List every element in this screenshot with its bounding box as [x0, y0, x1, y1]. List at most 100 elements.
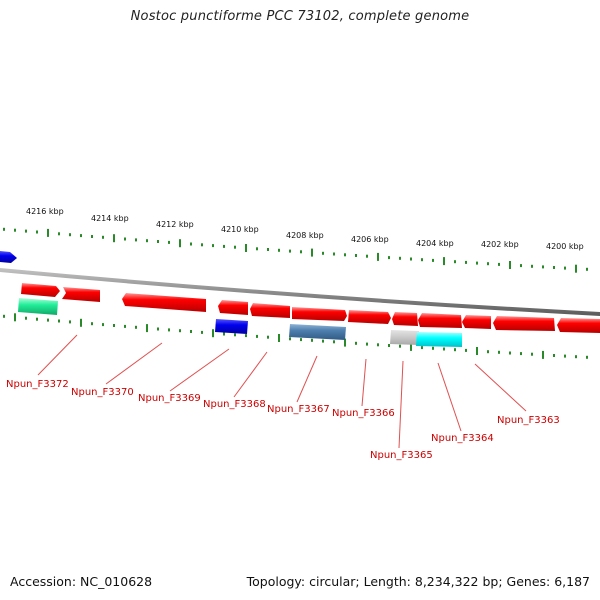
leader-lines	[37, 334, 527, 449]
gene-arrow	[122, 293, 206, 312]
major-tick	[212, 329, 214, 338]
minor-tick	[223, 244, 225, 248]
minor-tick	[487, 350, 489, 354]
gene-arrow	[418, 313, 462, 328]
major-tick	[311, 248, 313, 257]
major-tick	[410, 342, 412, 351]
minor-tick	[454, 348, 456, 352]
minor-tick	[267, 248, 269, 251]
minor-tick	[377, 343, 379, 347]
kbp-label-4200: 4200 kbp	[546, 242, 584, 251]
kbp-label-4216: 4216 kbp	[26, 207, 64, 216]
gene-arrows	[21, 283, 600, 333]
minor-tick	[531, 352, 533, 356]
blue-feature-box	[215, 319, 248, 334]
major-tick	[443, 257, 445, 266]
major-tick	[509, 261, 511, 269]
minor-tick	[58, 232, 60, 236]
minor-tick	[432, 346, 434, 350]
feature-boxes	[18, 298, 462, 347]
minor-tick	[234, 333, 236, 337]
minor-tick	[135, 238, 137, 242]
major-tick	[344, 338, 346, 347]
kbp-label-4206: 4206 kbp	[351, 235, 389, 244]
blue-feature-arrow	[0, 251, 17, 263]
minor-tick	[388, 344, 390, 347]
minor-tick	[25, 316, 27, 320]
gene-label-npun-f3365: Npun_F3365	[370, 450, 433, 461]
major-tick	[542, 350, 544, 359]
leader-line	[361, 358, 367, 407]
minor-tick	[432, 258, 434, 262]
gene-arrow	[62, 287, 100, 302]
gene-arrow	[21, 283, 60, 297]
steel-blue-feature-box	[289, 324, 346, 340]
minor-tick	[289, 337, 291, 341]
leader-line	[437, 362, 462, 432]
gene-labels: Npun_F3372 Npun_F3370 Npun_F3369 Npun_F3…	[6, 379, 560, 461]
gene-arrow	[462, 315, 491, 329]
gene-arrow	[292, 307, 347, 321]
minor-tick	[278, 248, 280, 252]
minor-tick	[36, 317, 38, 321]
minor-tick	[586, 355, 588, 359]
minor-tick	[25, 229, 27, 233]
minor-tick	[69, 233, 71, 237]
gene-arrow	[250, 303, 290, 318]
minor-tick	[421, 346, 423, 350]
leader-line	[37, 334, 78, 376]
gene-label-npun-f3370: Npun_F3370	[71, 387, 134, 398]
minor-tick	[201, 243, 203, 247]
genome-backbone	[0, 268, 600, 316]
minor-tick	[256, 247, 258, 251]
minor-tick	[289, 249, 291, 253]
teal-feature-box	[18, 298, 58, 315]
topology-label: Topology: circular; Length: 8,234,322 bp…	[246, 574, 590, 589]
minor-tick	[201, 330, 203, 334]
gene-arrow	[557, 318, 600, 333]
leader-line	[296, 355, 318, 403]
minor-tick	[58, 319, 60, 323]
minor-tick	[564, 266, 566, 270]
minor-tick	[564, 354, 566, 358]
page-title: Nostoc punctiforme PCC 73102, complete g…	[130, 9, 470, 24]
minor-tick	[333, 340, 335, 344]
gene-label-npun-f3364: Npun_F3364	[431, 433, 494, 444]
minor-tick	[146, 239, 148, 243]
minor-tick	[531, 264, 533, 268]
minor-tick	[267, 335, 269, 339]
gene-label-npun-f3372: Npun_F3372	[6, 379, 69, 390]
kbp-label-4204: 4204 kbp	[416, 239, 454, 248]
minor-tick	[575, 355, 577, 359]
major-tick	[179, 239, 181, 248]
minor-tick	[91, 322, 93, 326]
outer-scale-track	[3, 227, 588, 273]
grey-feature-box	[390, 330, 419, 345]
minor-tick	[421, 258, 423, 262]
minor-tick	[344, 253, 346, 257]
minor-tick	[311, 338, 313, 342]
inner-scale-track	[3, 313, 588, 359]
minor-tick	[553, 266, 555, 269]
minor-tick	[157, 240, 159, 243]
minor-tick	[212, 244, 214, 248]
gene-label-npun-f3363: Npun_F3363	[497, 415, 560, 426]
minor-tick	[322, 339, 324, 343]
minor-tick	[102, 235, 104, 239]
minor-tick	[69, 320, 71, 324]
minor-tick	[157, 327, 159, 331]
minor-tick	[3, 227, 5, 231]
minor-tick	[355, 254, 357, 257]
major-tick	[47, 228, 49, 237]
kbp-labels: 4216 kbp 4214 kbp 4212 kbp 4210 kbp 4208…	[26, 207, 584, 251]
minor-tick	[388, 256, 390, 260]
minor-tick	[498, 262, 500, 266]
minor-tick	[190, 242, 192, 246]
gene-label-npun-f3366: Npun_F3366	[332, 408, 395, 419]
minor-tick	[542, 265, 544, 269]
leader-line	[233, 351, 268, 398]
kbp-label-4202: 4202 kbp	[481, 240, 519, 249]
minor-tick	[80, 234, 82, 238]
minor-tick	[509, 351, 511, 355]
